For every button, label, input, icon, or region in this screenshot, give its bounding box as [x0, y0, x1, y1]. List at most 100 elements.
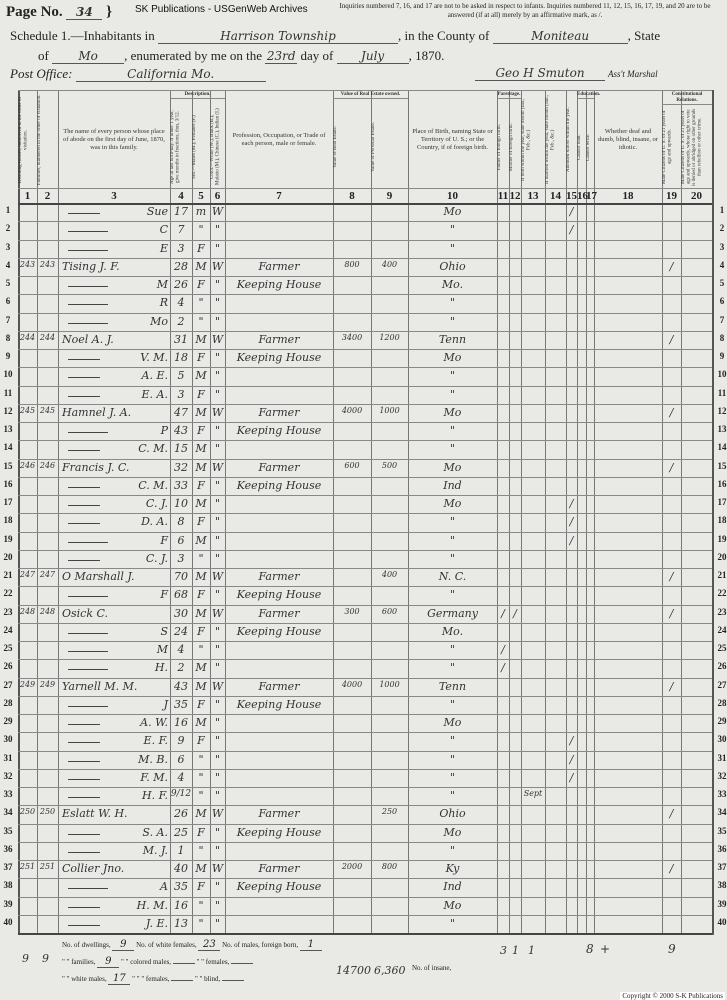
totals-row-2: " " families, 9 " " colored males, " " f…: [62, 956, 254, 968]
dwelling-number: 249: [19, 679, 36, 689]
ditto-dash: [68, 541, 108, 543]
color: ": [214, 752, 221, 766]
row-divider: [18, 495, 712, 496]
row-divider: [18, 568, 712, 569]
row-number: 22: [3, 588, 13, 599]
column-number: 14: [550, 190, 561, 202]
row-divider: [18, 641, 712, 642]
sex: ": [198, 916, 204, 930]
occupation: Keeping House: [236, 697, 322, 711]
column-header-7: Profession, Occupation, or Trade of each…: [232, 132, 326, 147]
table-row: 17 17 C. J. 10 M " Mo /: [0, 495, 727, 513]
table-row: 25 25 M 4 " " " /: [0, 641, 727, 659]
column-header-6: Color.—White (W.), Black (B.), Mulatto (…: [210, 108, 221, 186]
ditto-dash: [68, 705, 108, 707]
person-name: D. A.: [141, 515, 168, 529]
school-mark: /: [569, 205, 574, 218]
age: 47: [174, 405, 188, 419]
occupation: Keeping House: [236, 880, 322, 894]
row-divider: [18, 403, 712, 405]
ditto-dash: [68, 833, 100, 835]
row-number: 17: [3, 497, 13, 507]
ditto-dash: [68, 304, 108, 306]
table-row: 37 37 Collier Jno. 251 251 40 M W Farmer 2000 800 K…: [0, 860, 727, 878]
occupation: Farmer: [258, 332, 300, 346]
dwelling-number: 247: [19, 570, 36, 579]
row-divider: [18, 531, 712, 533]
person-name: M. B.: [138, 752, 168, 766]
ditto-dash: [68, 596, 108, 598]
family-number: 245: [39, 405, 56, 415]
person-name: F: [160, 533, 168, 547]
totals-row-3: " " white males, 17 " " " females, " " b…: [62, 973, 245, 985]
age: 15: [174, 442, 188, 456]
male-citizen-mark: /: [669, 606, 674, 620]
row-divider: [18, 312, 712, 314]
birthplace: ": [449, 843, 456, 857]
row-divider: [18, 440, 712, 442]
row-number: 14: [717, 442, 727, 453]
age: 30: [174, 606, 188, 620]
row-number: 25: [3, 643, 13, 653]
age: 8: [177, 515, 185, 529]
birthplace: ": [449, 661, 456, 675]
column-number: 17: [586, 190, 597, 202]
birthplace: ": [449, 734, 456, 748]
row-number: 34: [3, 807, 13, 818]
personal-estate-value: 1000: [379, 405, 400, 415]
real-estate-value: 4000: [341, 679, 363, 689]
ditto-dash: [68, 432, 108, 433]
row-number: 10: [3, 369, 13, 380]
column-number: 3: [111, 190, 117, 202]
age: 40: [174, 862, 188, 875]
father-foreign-mark: /: [501, 643, 505, 656]
color: ": [214, 770, 221, 784]
total-mother-foreign: 1: [512, 944, 519, 957]
page-label: Page No.: [6, 4, 63, 20]
age: 13: [174, 916, 188, 930]
ditto-dash: [68, 523, 100, 525]
sex: M: [195, 862, 207, 875]
occupation: Keeping House: [236, 424, 322, 437]
color: ": [214, 497, 221, 510]
row-number: 6: [5, 296, 11, 307]
sex: ": [198, 789, 204, 802]
column-number: 2: [44, 190, 51, 202]
age: 9: [177, 734, 185, 748]
person-name: Mo: [150, 314, 168, 328]
color: W: [211, 570, 224, 583]
birthplace: Ind: [443, 880, 462, 894]
occupation: Keeping House: [236, 351, 322, 364]
age: 28: [174, 259, 188, 273]
male-citizen-mark: /: [669, 679, 674, 693]
dwelling-number: 245: [19, 405, 36, 415]
occupation: Farmer: [258, 405, 300, 419]
family-number: 251: [39, 862, 56, 871]
row-number: 26: [717, 661, 727, 672]
person-name: E. A.: [141, 387, 168, 401]
families-label: " " families,: [62, 958, 96, 966]
age: 43: [174, 679, 188, 693]
table-row: 32 32 F. M. 4 " " " /: [0, 769, 727, 787]
birthplace: ": [449, 752, 456, 766]
dwelling-number: 248: [19, 606, 36, 616]
column-divider: [497, 90, 498, 935]
females-label: " " females,: [196, 958, 230, 966]
row-number: 8: [5, 332, 11, 343]
male-citizen-mark: /: [669, 332, 674, 346]
real-estate-value: 800: [344, 259, 360, 269]
person-name: A. E.: [141, 369, 168, 383]
row-number: 30: [3, 734, 13, 745]
row-number: 1: [5, 205, 11, 215]
male-citizen-mark: /: [669, 460, 674, 474]
color: ": [214, 825, 221, 839]
ditto-dash: [68, 450, 100, 452]
color: ": [214, 898, 221, 912]
sex: ": [198, 223, 204, 237]
sex: ": [198, 551, 204, 565]
color: W: [211, 405, 224, 419]
row-divider: [18, 294, 712, 296]
ditto-dash: [68, 632, 108, 634]
column-header-3: The name of every person whose place of …: [63, 128, 165, 151]
age: 9/12: [170, 789, 192, 799]
